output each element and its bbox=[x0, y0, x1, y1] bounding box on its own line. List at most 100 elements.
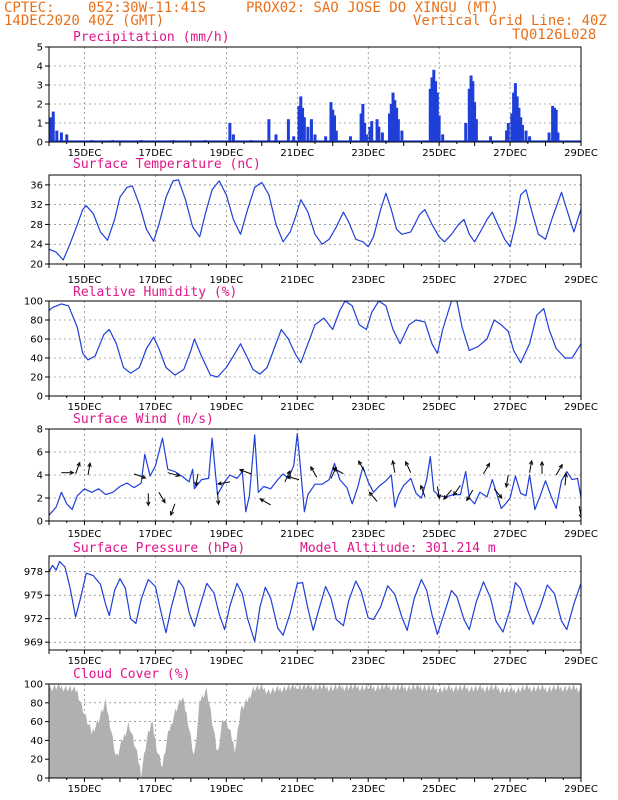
y-tick-label: 0 bbox=[37, 517, 43, 528]
precip-bar bbox=[430, 77, 434, 142]
x-tick-label: 19DEC bbox=[209, 275, 243, 286]
precip-bar bbox=[55, 130, 59, 142]
header-source: CPTEC: bbox=[4, 0, 55, 16]
wind-arrow bbox=[75, 461, 81, 475]
precip-bar bbox=[473, 102, 477, 142]
header-coords: 052:30W-11:41S bbox=[88, 0, 207, 16]
precip-bar bbox=[517, 107, 521, 142]
precip-bar bbox=[329, 102, 333, 142]
wind-arrow bbox=[405, 460, 412, 473]
panel-title: Surface Wind (m/s) bbox=[73, 412, 214, 427]
x-tick-label: 23DEC bbox=[351, 275, 385, 286]
y-tick-label: 100 bbox=[24, 680, 43, 691]
header-station: PROX02: SAO JOSE DO XINGU (MT) bbox=[246, 0, 499, 16]
wind-arrow bbox=[194, 473, 199, 487]
y-tick-label: 32 bbox=[30, 200, 43, 211]
wind-arrow bbox=[61, 470, 75, 475]
precip-bar bbox=[506, 123, 510, 142]
x-tick-label: 29DEC bbox=[564, 402, 598, 413]
panel-3: Relative Humidity (%) 0 20 40 60 80 100 15DEC 17… bbox=[24, 285, 598, 413]
precip-bar bbox=[528, 136, 532, 142]
y-tick-label: 80 bbox=[30, 316, 43, 327]
precip-bar bbox=[552, 107, 556, 142]
panel-4: Surface Wind (m/s) 0 2 4 6 8 15DEC 17DEC 19DEC 21… bbox=[37, 412, 598, 540]
precip-bar bbox=[469, 75, 473, 142]
precip-bar bbox=[292, 136, 296, 142]
precip-bar bbox=[437, 115, 441, 142]
y-tick-label: 0 bbox=[37, 392, 43, 403]
precip-bar bbox=[432, 69, 436, 142]
precip-bar bbox=[348, 136, 352, 142]
precip-bar bbox=[297, 105, 301, 142]
precip-bar bbox=[520, 124, 524, 142]
wind-arrow bbox=[331, 467, 344, 475]
y-tick-label: 972 bbox=[24, 614, 43, 625]
y-tick-label: 24 bbox=[30, 240, 43, 251]
precip-bar bbox=[510, 113, 514, 142]
x-tick-label: 21DEC bbox=[280, 656, 314, 667]
x-tick-label: 21DEC bbox=[280, 275, 314, 286]
wind-arrow bbox=[158, 491, 166, 504]
x-tick-label: 15DEC bbox=[68, 784, 102, 795]
y-tick-label: 969 bbox=[24, 638, 43, 649]
x-tick-label: 23DEC bbox=[351, 402, 385, 413]
x-tick-label: 25DEC bbox=[422, 656, 456, 667]
precip-bar bbox=[489, 136, 493, 142]
wind-arrow bbox=[259, 498, 271, 506]
precip-bar bbox=[359, 113, 363, 142]
precip-bar bbox=[49, 117, 53, 142]
wind-arrow bbox=[443, 489, 452, 501]
wind-arrow bbox=[563, 472, 568, 486]
x-tick-label: 25DEC bbox=[422, 529, 456, 540]
x-tick-label: 23DEC bbox=[351, 148, 385, 159]
x-tick-label: 21DEC bbox=[280, 784, 314, 795]
wind-arrow bbox=[358, 460, 366, 472]
wind-arrow bbox=[286, 475, 300, 481]
precip-bar bbox=[380, 132, 384, 142]
panel-frame bbox=[48, 46, 582, 143]
wind-arrow bbox=[87, 462, 92, 476]
x-tick-label: 25DEC bbox=[422, 275, 456, 286]
y-tick-label: 80 bbox=[30, 698, 43, 709]
precip-bar bbox=[505, 130, 509, 142]
precip-bar bbox=[464, 123, 468, 142]
panel-2: Surface Temperature (nC) 20 24 28 32 36 15DEC 1… bbox=[30, 157, 598, 286]
precip-bar bbox=[364, 134, 368, 142]
precip-bar bbox=[361, 104, 365, 142]
wind-arrow bbox=[216, 481, 230, 486]
y-tick-label: 28 bbox=[30, 220, 43, 231]
precip-bar bbox=[393, 100, 397, 142]
precip-bar bbox=[368, 126, 372, 142]
wind-arrow bbox=[493, 488, 503, 499]
panel-title: Surface Temperature (nC) bbox=[73, 157, 261, 172]
wind-arrow bbox=[539, 460, 545, 474]
y-tick-label: 3 bbox=[37, 81, 43, 92]
panel-1: Precipitation (mm/h) 0 1 2 3 4 5 15DEC 17DEC 19DE… bbox=[37, 30, 598, 159]
cloud-area bbox=[49, 684, 581, 778]
y-tick-label: 40 bbox=[30, 736, 43, 747]
series-line bbox=[49, 433, 581, 516]
panel-5: Surface Pressure (hPa) 969 972 975 978 15DEC 1… bbox=[24, 541, 598, 667]
x-tick-label: 29DEC bbox=[564, 529, 598, 540]
precip-bar bbox=[435, 92, 439, 142]
x-tick-label: 17DEC bbox=[139, 529, 173, 540]
wind-arrow bbox=[419, 484, 426, 498]
x-tick-label: 17DEC bbox=[139, 148, 173, 159]
y-tick-label: 20 bbox=[30, 373, 43, 384]
precip-bar bbox=[306, 126, 310, 142]
x-tick-label: 15DEC bbox=[68, 275, 102, 286]
wind-arrow bbox=[528, 459, 534, 473]
precip-bar bbox=[286, 119, 290, 142]
series-line bbox=[49, 179, 581, 261]
wind-arrow bbox=[146, 493, 151, 507]
y-tick-label: 1 bbox=[37, 119, 43, 130]
panel-title: Surface Pressure (hPa) bbox=[73, 541, 245, 556]
panel-title: Relative Humidity (%) bbox=[73, 285, 237, 300]
wind-arrow bbox=[169, 503, 176, 517]
x-tick-label: 27DEC bbox=[493, 529, 527, 540]
y-tick-label: 20 bbox=[30, 755, 43, 766]
precip-bar bbox=[556, 132, 560, 142]
y-tick-label: 2 bbox=[37, 494, 43, 505]
precip-bar bbox=[547, 132, 551, 142]
y-tick-label: 60 bbox=[30, 335, 43, 346]
